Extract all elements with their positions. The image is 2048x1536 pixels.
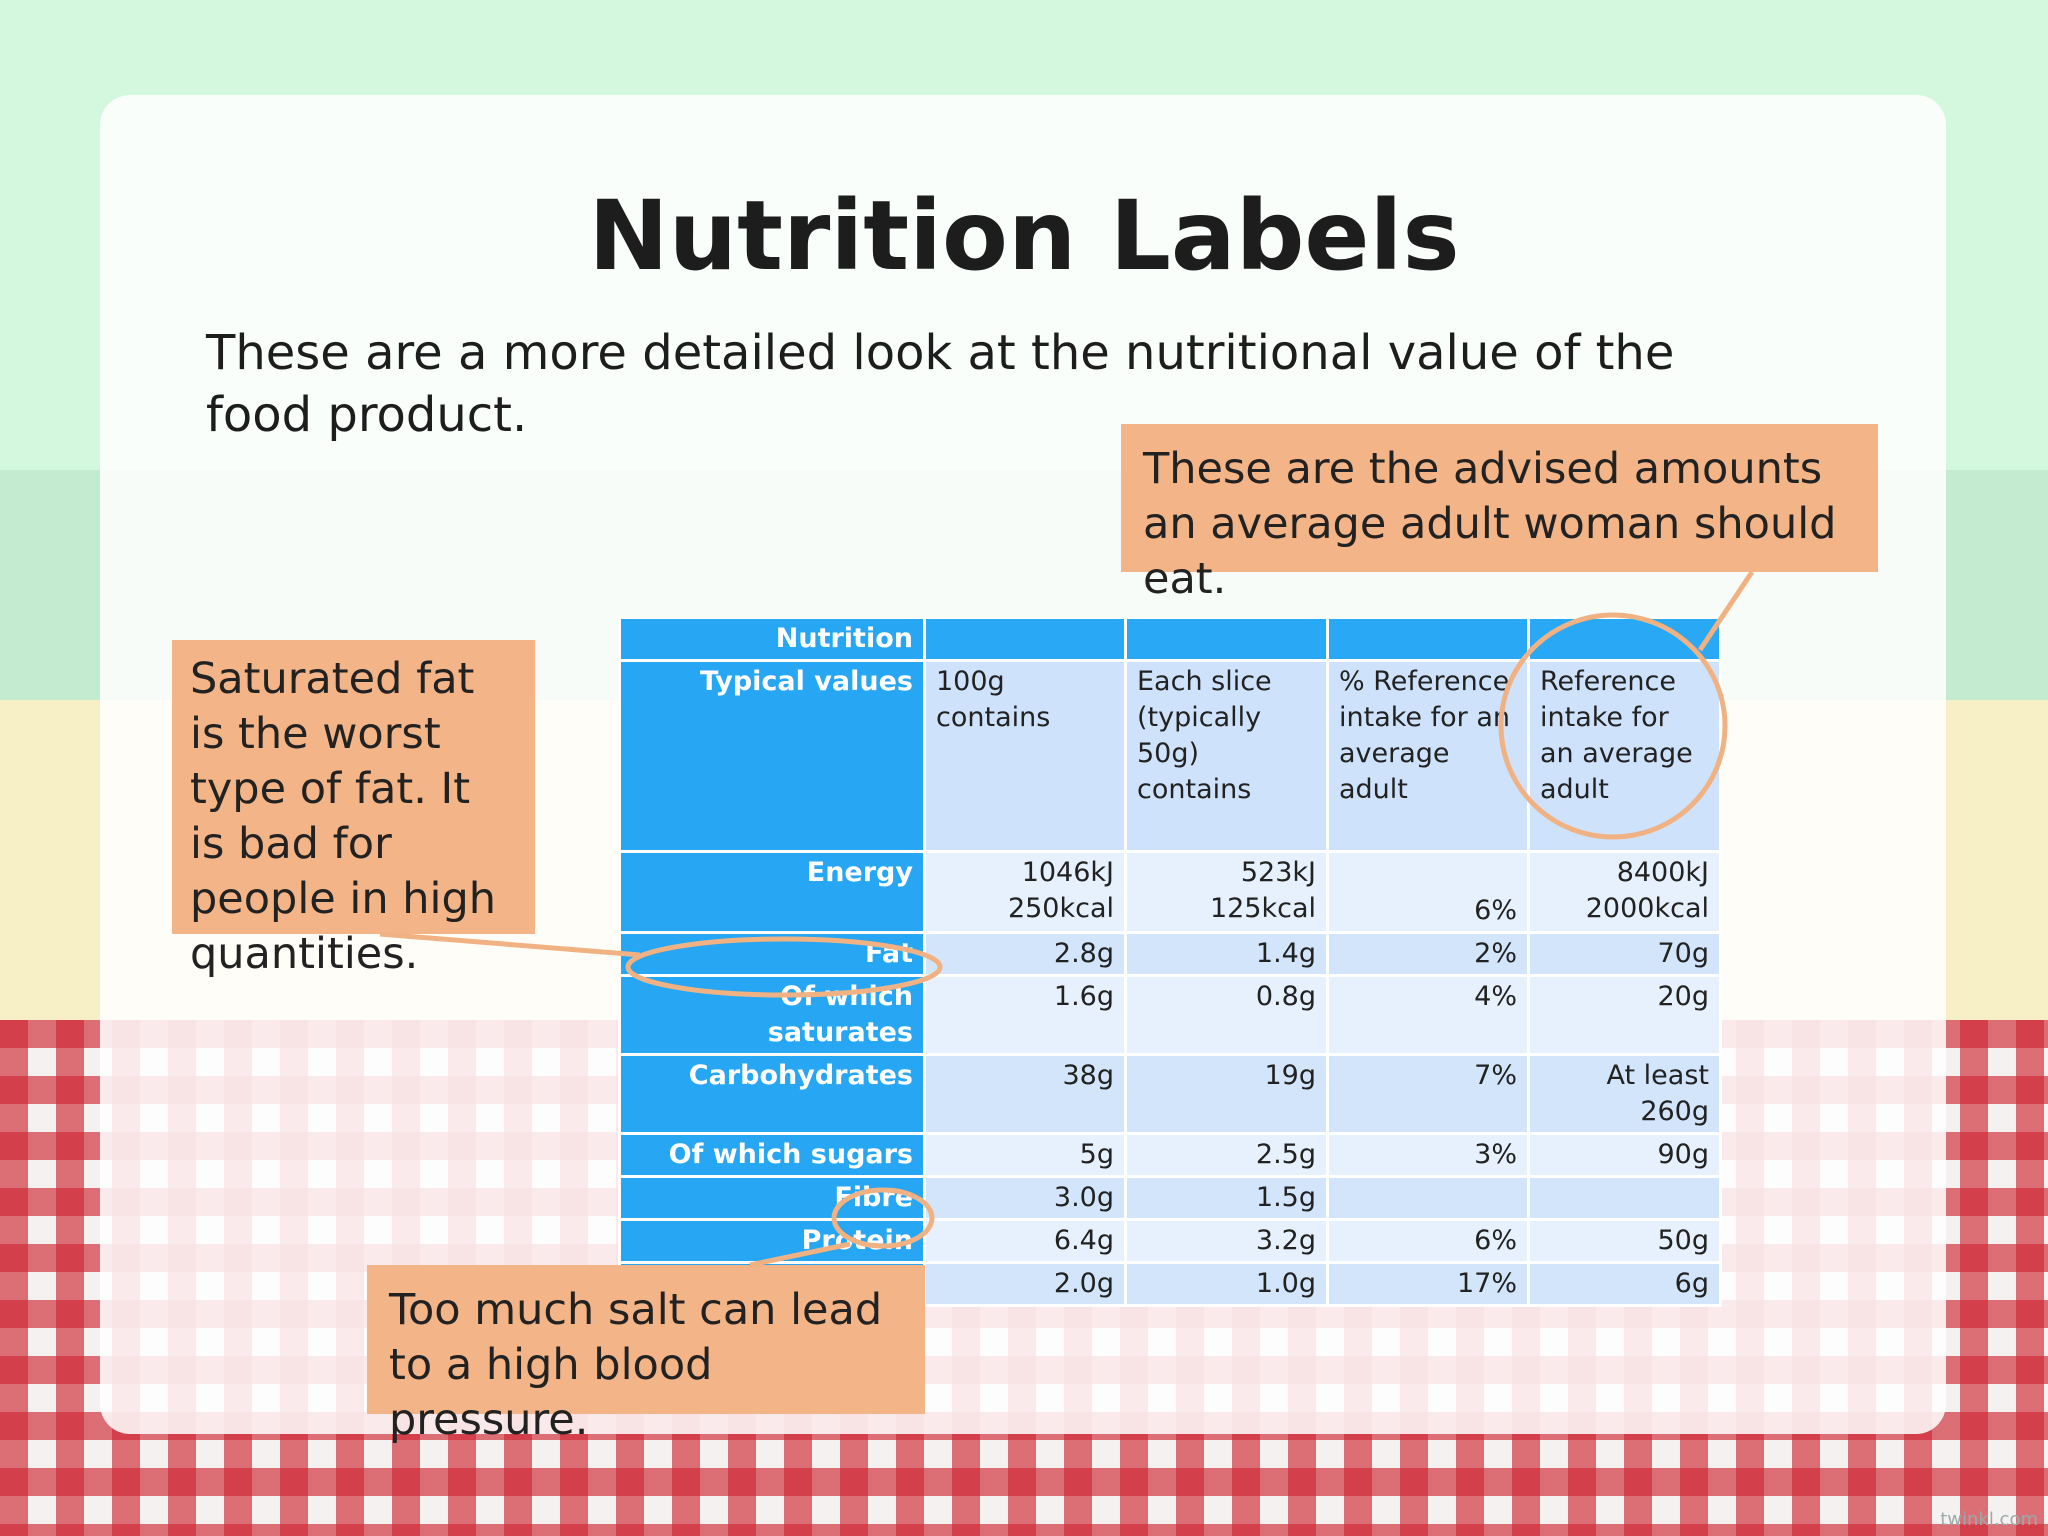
table-cell: Each slice (typically 50g) contains	[1124, 659, 1329, 853]
table-row: Typical values 100g contains Each slice (t…	[618, 659, 1722, 853]
table-row: Fibre 3.0g 1.5g	[618, 1175, 1722, 1221]
row-label: Typical values	[618, 659, 926, 853]
table-cell	[923, 616, 1127, 662]
table-cell: 6%	[1326, 850, 1530, 934]
table-cell: 1.4g	[1124, 931, 1329, 977]
title: Nutrition Labels	[588, 180, 1460, 292]
table-cell	[1124, 616, 1329, 662]
table-cell: 20g	[1527, 974, 1722, 1056]
table-cell: At least 260g	[1527, 1053, 1722, 1135]
table-cell: 17%	[1326, 1261, 1530, 1307]
row-label: Fibre	[618, 1175, 926, 1221]
table-cell: 1046kJ 250kcal	[923, 850, 1127, 934]
table-cell: 5g	[923, 1132, 1127, 1178]
highlight-ring	[1498, 612, 1728, 840]
table-cell: 0.8g	[1124, 974, 1329, 1056]
pointer	[749, 1241, 851, 1268]
table-cell: 100g contains	[923, 659, 1127, 853]
row-label: Carbohydrates	[618, 1053, 926, 1135]
intro-text: These are a more detailed look at the nu…	[206, 325, 1675, 443]
highlight-ring	[831, 1187, 935, 1249]
table-row: Energy 1046kJ 250kcal 523kJ 125kcal 6% 8400k…	[618, 850, 1722, 934]
table-cell: 19g	[1124, 1053, 1329, 1135]
table-cell: 38g	[923, 1053, 1127, 1135]
table-cell: 50g	[1527, 1218, 1722, 1264]
table-cell: 8400kJ 2000kcal	[1527, 850, 1722, 934]
row-label: Energy	[618, 850, 926, 934]
table-cell: 1.5g	[1124, 1175, 1329, 1221]
table-cell: 523kJ 125kcal	[1124, 850, 1329, 934]
table-cell: 6g	[1527, 1261, 1722, 1307]
row-label: Nutrition	[618, 616, 926, 662]
row-label: Of which sugars	[618, 1132, 926, 1178]
table-cell: 3%	[1326, 1132, 1530, 1178]
table-cell: 6.4g	[923, 1218, 1127, 1264]
table-cell: 4%	[1326, 974, 1530, 1056]
table-row: Protein 6.4g 3.2g 6% 50g	[618, 1218, 1722, 1264]
pointer	[379, 931, 641, 958]
nutrition-table: Nutrition Typical values 100g contains Each…	[618, 616, 1722, 1307]
pointer	[1697, 570, 1755, 652]
table-cell: 70g	[1527, 931, 1722, 977]
table-cell: 3.0g	[923, 1175, 1127, 1221]
callout: Saturated fat is the worst type of fat. …	[172, 640, 535, 979]
table-cell	[1527, 1175, 1722, 1221]
watermark: twinkl.com	[1940, 1509, 2038, 1530]
table-cell: 2.0g	[923, 1261, 1127, 1307]
highlight-ring	[625, 936, 943, 998]
table-cell	[1326, 1175, 1530, 1221]
table-cell: 7%	[1326, 1053, 1530, 1135]
table-cell: % Reference intake for an average adult	[1326, 659, 1530, 853]
table-cell: 1.0g	[1124, 1261, 1329, 1307]
callout: Too much salt can lead to a high blood p…	[367, 1265, 925, 1445]
table-cell: 2%	[1326, 931, 1530, 977]
table-cell: 2.8g	[923, 931, 1127, 977]
callout: These are the advised amounts an average…	[1121, 424, 1878, 604]
table-cell: 2.5g	[1124, 1132, 1329, 1178]
table-row: Of which sugars 5g 2.5g 3% 90g	[618, 1132, 1722, 1178]
table-cell: 1.6g	[923, 974, 1127, 1056]
table-cell: 3.2g	[1124, 1218, 1329, 1264]
table-cell	[1326, 616, 1530, 662]
table-cell: 6%	[1326, 1218, 1530, 1264]
table-row: Nutrition	[618, 616, 1722, 662]
table-cell: 90g	[1527, 1132, 1722, 1178]
table-row: Carbohydrates 38g 19g 7% At least 260g	[618, 1053, 1722, 1135]
table-cell	[1527, 616, 1722, 662]
